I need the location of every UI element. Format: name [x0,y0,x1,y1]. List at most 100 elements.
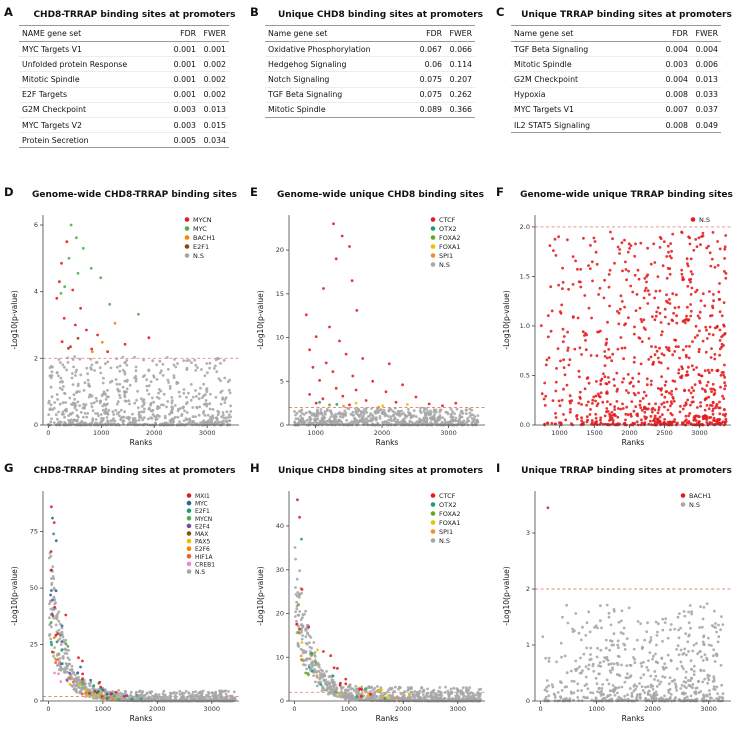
svg-text:0: 0 [46,705,50,713]
panel-content-h: 0 1000 2000 3000 0 10 20 30 40 Ranks -Log10(p-valu… [255,481,485,729]
legend-label: FOXA2 [439,234,460,242]
legend-label: MYCN [193,216,212,224]
svg-text:30: 30 [276,566,284,574]
table-cell: G2M Checkpoint [19,102,169,118]
legend-swatch [430,253,436,258]
legend-swatch [430,511,436,516]
y-axis-label: -Log10(p-value) [502,566,511,625]
panel-f: F Genome-wide unique TRRAP binding sites… [492,180,738,456]
table-cell: 0.004 [661,41,691,58]
legend-swatch [680,502,686,507]
table-cell: 0.075 [415,87,445,103]
table-cell: MYC Targets V1 [511,102,661,118]
svg-text:50: 50 [30,584,38,592]
panel-i: I Unique TRRAP binding sites at promoter… [492,456,738,732]
panel-label-b: B [250,5,259,19]
legend-label: N.S [439,537,450,545]
table-cell: 0.207 [445,71,475,88]
svg-text:40: 40 [276,522,284,530]
legend-label: N.S [699,216,710,224]
table-row: Mitotic Spindle 0.003 0.006 [511,56,721,73]
panel-label-e: E [250,185,258,199]
series-MAX [51,614,109,700]
table-cell: 0.003 [661,56,691,73]
series-MYC [49,516,114,696]
series-CTCF [304,222,458,408]
panel-content-a: NAME gene set FDR FWER MYC Targets V1 0.001 0… [9,25,239,149]
table-cell: 0.007 [661,102,691,118]
panel-a: A CHD8-TRRAP binding sites at promoters … [0,0,246,180]
panel-content-e: 1000 2000 3000 0 5 10 15 20 Ranks -Log10(p-value)… [255,205,485,453]
table-row: G2M Checkpoint 0.004 0.013 [511,71,721,88]
table-cell: 0.015 [199,117,229,134]
table-cell: 0.262 [445,87,475,103]
x-axis-label: Ranks [622,714,645,723]
series-BACH1 [90,321,117,354]
svg-text:0: 0 [280,421,284,429]
legend-swatch [430,538,436,543]
legend-label: OTX2 [439,501,457,509]
panel-title-c: Unique TRRAP binding sites at promoters [521,10,732,20]
series-SPI1 [342,404,381,409]
legend-swatch [186,508,192,513]
legend: MXI1MYCE2F1MYCNE2F4MAXPAX5E2F6HIF1ACREB1… [186,493,215,576]
series-N.S [47,355,233,427]
legend-swatch [186,523,192,529]
table-cell: E2F Targets [19,87,169,103]
svg-text:4: 4 [34,288,38,296]
table-cell: 0.003 [169,102,199,118]
panel-title-a: CHD8-TRRAP binding sites at promoters [33,10,236,20]
legend-swatch [430,244,436,249]
panel-content-g: 0 1000 2000 3000 0 25 50 75 Ranks -Log10(p-value)… [9,481,239,729]
panel-label-h: H [250,461,260,475]
scatter-plot: 1000 2000 3000 0 5 10 15 20 Ranks -Log10(p-value)… [256,215,485,447]
svg-text:0: 0 [280,697,284,705]
panel-h: H Unique CHD8 binding sites at promoters… [246,456,492,732]
axes [532,491,731,704]
series-CREB1 [53,660,112,701]
svg-text:1500: 1500 [586,429,603,437]
svg-text:3000: 3000 [199,429,216,437]
table-row: IL2 STAT5 Signaling 0.008 0.049 [511,117,721,134]
svg-text:0: 0 [46,429,50,437]
table-cell: Mitotic Spindle [19,71,169,88]
legend-swatch [184,226,190,231]
table-cell: 0.002 [199,71,229,88]
scatter-plot: 1000 1500 2000 2500 3000 0.0 0.5 1.0 1.5 2.0 Ranks… [502,215,731,447]
panel-title-f: Genome-wide unique TRRAP binding sites [520,190,733,200]
svg-text:1000: 1000 [95,705,112,713]
legend-label: MYCN [195,516,212,523]
legend-label: HIF1A [195,554,214,561]
legend-label: MYC [195,501,208,508]
legend-swatch [184,244,190,249]
series-HIF1A [54,658,84,696]
panel-c: C Unique TRRAP binding sites at promoter… [492,0,738,180]
legend-label: E2F1 [195,508,210,515]
table-cell: Mitotic Spindle [265,102,415,118]
scatter-plot: 0 1000 2000 3000 0 25 50 75 Ranks -Log10(p-value)… [10,491,239,723]
table-cell: 0.013 [691,71,721,88]
x-axis-label: Ranks [622,438,645,447]
axes [286,215,485,428]
table-row: Hypoxia 0.008 0.033 [511,87,721,103]
x-axis-label: Ranks [376,438,399,447]
panel-label-i: I [496,461,501,475]
svg-text:2000: 2000 [374,429,391,437]
y-axis-label: -Log10(p-value) [10,290,19,349]
legend-label: N.S [439,261,450,269]
y-axis-label: -Log10(p-value) [502,290,511,349]
svg-text:1000: 1000 [551,429,568,437]
panel-label-d: D [4,185,14,199]
svg-text:1.5: 1.5 [520,272,530,280]
series-N.S [47,551,237,703]
legend-swatch [186,531,192,536]
table-cell: 0.013 [199,102,229,118]
legend-swatch [186,561,192,567]
panel-title-d: Genome-wide CHD8-TRRAP binding sites [31,190,237,200]
legend-swatch [186,516,192,521]
series-MYC [59,223,140,316]
table-cell: Protein Secretion [19,132,169,149]
table-row: TGF Beta Signaling 0.075 0.262 [265,87,475,103]
svg-text:20: 20 [276,246,284,254]
